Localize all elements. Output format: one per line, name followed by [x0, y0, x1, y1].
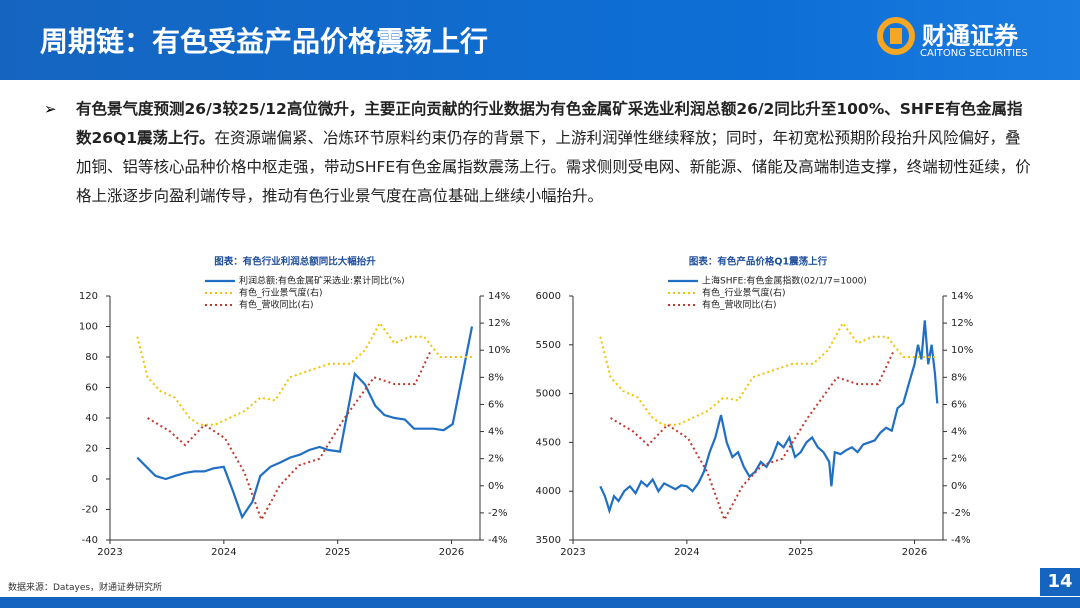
- logo-en: CAITONG SECURITIES: [920, 48, 1028, 59]
- y2-tick-label: 0%: [488, 481, 504, 492]
- body-text: 有色景气度预测26/3较25/12高位微升，主要正向贡献的行业数据为有色金属矿采…: [76, 95, 1036, 211]
- header: 周期链：有色受益产品价格震荡上行 财通证券 CAITONG SECURITIES: [0, 0, 1080, 80]
- legend-label: 有色_营收同比(右): [239, 299, 314, 311]
- y-tick-label: 5500: [536, 340, 561, 351]
- y2-tick-label: 6%: [951, 399, 967, 410]
- legend-label: 有色_行业景气度(右): [239, 287, 323, 299]
- x-tick-label: 2024: [211, 547, 236, 558]
- footer-bar: [0, 597, 1080, 608]
- header-title: 周期链：有色受益产品价格震荡上行: [40, 25, 489, 58]
- y2-tick-label: 14%: [488, 291, 510, 302]
- y-tick-label: 6000: [536, 291, 561, 302]
- series-line: [599, 321, 938, 426]
- body-plain: 在资源端偏紧、冶炼环节原料约束仍存的背景下，上游利润弹性继续释放；同时，年初宽松…: [76, 129, 1031, 205]
- y2-tick-label: -4%: [488, 535, 507, 546]
- y2-tick-label: 4%: [488, 427, 504, 438]
- y-tick-label: 5000: [536, 389, 561, 400]
- y2-tick-label: 6%: [488, 399, 504, 410]
- y2-tick-label: -4%: [951, 535, 970, 546]
- body-bold: 有色景气度预测26/3较25/12高位微升，主要正向贡献的行业数据为有色金属矿采…: [76, 100, 1023, 147]
- y2-tick-label: -2%: [488, 508, 507, 519]
- x-tick-label: 2026: [439, 547, 464, 558]
- y2-tick-label: 2%: [951, 454, 967, 465]
- x-tick-label: 2025: [788, 547, 813, 558]
- series-line: [136, 321, 475, 426]
- y-tick-label: -20: [82, 505, 98, 516]
- series-line: [599, 320, 939, 515]
- y-tick-label: 20: [85, 444, 98, 455]
- source: 数据来源：Datayes，财通证券研究所: [8, 583, 163, 593]
- y2-tick-label: 0%: [951, 481, 967, 492]
- series-line: [136, 326, 474, 520]
- y-tick-label: 120: [79, 291, 98, 302]
- chart-title: 图表：有色行业利润总额同比大幅抬升: [214, 256, 376, 268]
- y2-tick-label: -2%: [951, 508, 970, 519]
- y-tick-label: 40: [85, 413, 98, 424]
- y2-tick-label: 10%: [488, 345, 510, 356]
- series-line: [610, 349, 895, 523]
- y-tick-label: 4000: [536, 486, 561, 497]
- x-tick-label: 2024: [674, 547, 699, 558]
- legend-label: 上海SHFE:有色金属指数(02/1/7=1000): [702, 275, 867, 287]
- y-tick-label: 60: [85, 383, 98, 394]
- y-tick-label: 100: [79, 322, 98, 333]
- page-number: 14: [1040, 568, 1080, 596]
- y-tick-label: 4500: [536, 437, 561, 448]
- y2-tick-label: 8%: [488, 372, 504, 383]
- x-tick-label: 2023: [97, 547, 122, 558]
- x-tick-label: 2023: [560, 547, 585, 558]
- y2-tick-label: 14%: [951, 291, 973, 302]
- y-tick-label: -40: [82, 535, 98, 546]
- legend-label: 有色_营收同比(右): [702, 299, 777, 311]
- y2-tick-label: 4%: [951, 427, 967, 438]
- y2-tick-label: 8%: [951, 372, 967, 383]
- x-tick-label: 2025: [325, 547, 350, 558]
- y2-tick-label: 12%: [488, 318, 510, 329]
- x-tick-label: 2026: [902, 547, 927, 558]
- y-tick-label: 3500: [536, 535, 561, 546]
- y-tick-label: 0: [92, 474, 98, 485]
- series-line: [147, 349, 432, 523]
- chart-title: 图表：有色产品价格Q1震荡上行: [689, 256, 828, 268]
- legend-label: 利润总额:有色金属矿采选业:累计同比(%): [239, 275, 405, 287]
- y2-tick-label: 2%: [488, 454, 504, 465]
- logo-icon: [877, 17, 915, 55]
- y2-tick-label: 12%: [951, 318, 973, 329]
- y-tick-label: 80: [85, 352, 98, 363]
- legend-label: 有色_行业景气度(右): [702, 287, 786, 299]
- logo-name: 财通证券: [922, 22, 1018, 50]
- bullet: ➢: [44, 100, 57, 118]
- y2-tick-label: 10%: [951, 345, 973, 356]
